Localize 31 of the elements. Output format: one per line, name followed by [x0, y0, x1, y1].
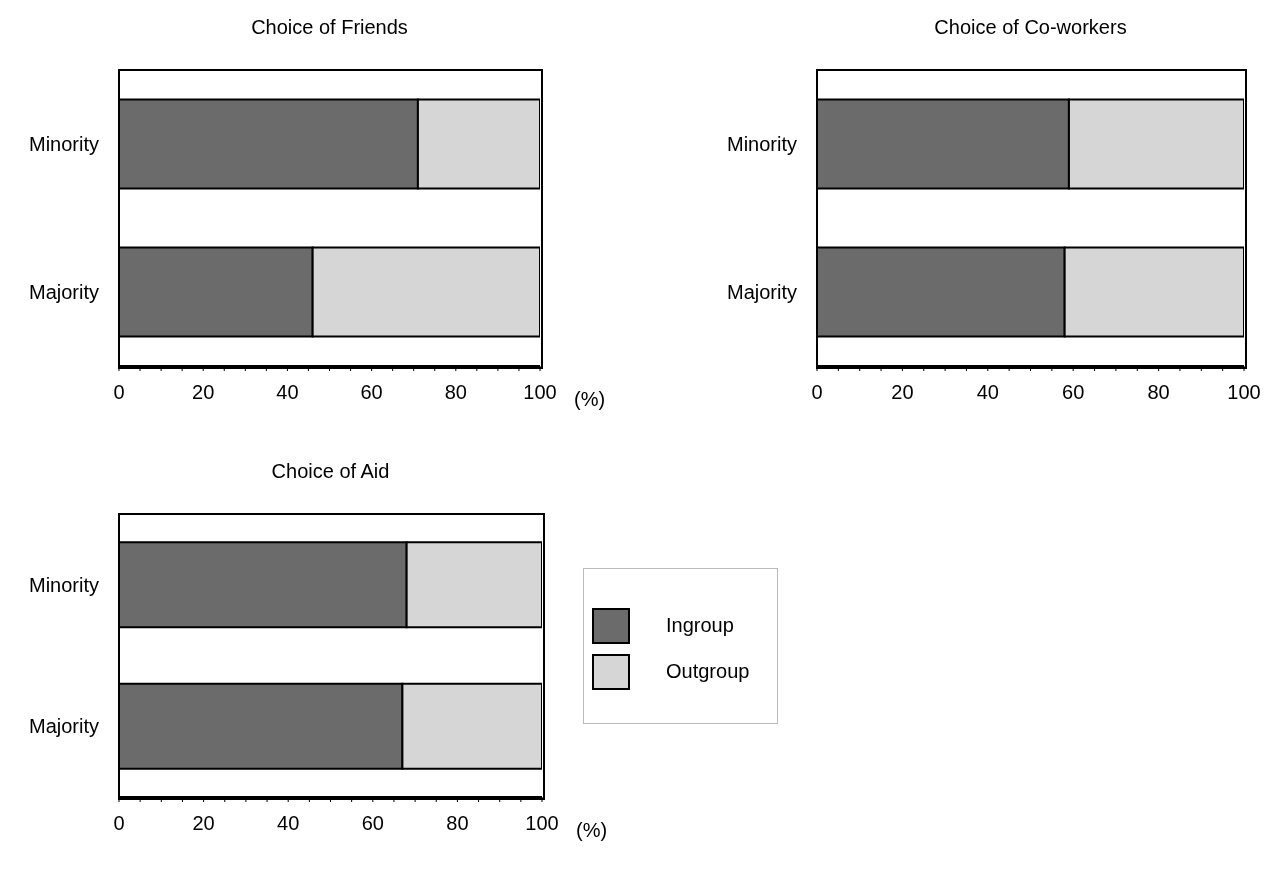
x-tick-label: 40	[976, 381, 999, 404]
x-tick-label: 80	[446, 812, 469, 835]
x-tick-label: 60	[1062, 381, 1085, 404]
y-tick-label: Minority	[28, 573, 99, 596]
x-tick-label: 0	[113, 812, 125, 835]
x-tick-label: 100	[523, 381, 557, 404]
x-tick-label: 0	[811, 381, 823, 404]
x-tick-label: 40	[276, 381, 299, 404]
y-tick-label: Majority	[28, 715, 99, 738]
x-axis-title: (%)	[576, 819, 608, 842]
x-tick-label: 60	[360, 381, 383, 404]
y-tick-label: Majority	[726, 281, 797, 304]
x-axis-title: (%)	[574, 388, 606, 411]
legend-label: Ingroup	[666, 614, 734, 637]
chart-title: Choice of Co-workers	[933, 16, 1128, 39]
x-tick-label: 20	[891, 381, 914, 404]
x-tick-label: 60	[361, 812, 384, 835]
x-tick-label: 0	[113, 381, 125, 404]
y-tick-label: Minority	[28, 133, 99, 156]
x-tick-label: 80	[444, 381, 467, 404]
legend-label: Outgroup	[666, 660, 750, 683]
x-tick-label: 40	[277, 812, 300, 835]
chart-title: Choice of Aid	[270, 460, 391, 483]
x-tick-label: 20	[192, 381, 215, 404]
x-tick-label: 100	[525, 812, 559, 835]
x-tick-label: 20	[192, 812, 215, 835]
x-tick-label: 80	[1147, 381, 1170, 404]
y-tick-label: Majority	[28, 281, 99, 304]
y-tick-label: Minority	[726, 133, 797, 156]
chart-title: Choice of Friends	[250, 16, 409, 39]
x-tick-label: 100	[1227, 381, 1261, 404]
